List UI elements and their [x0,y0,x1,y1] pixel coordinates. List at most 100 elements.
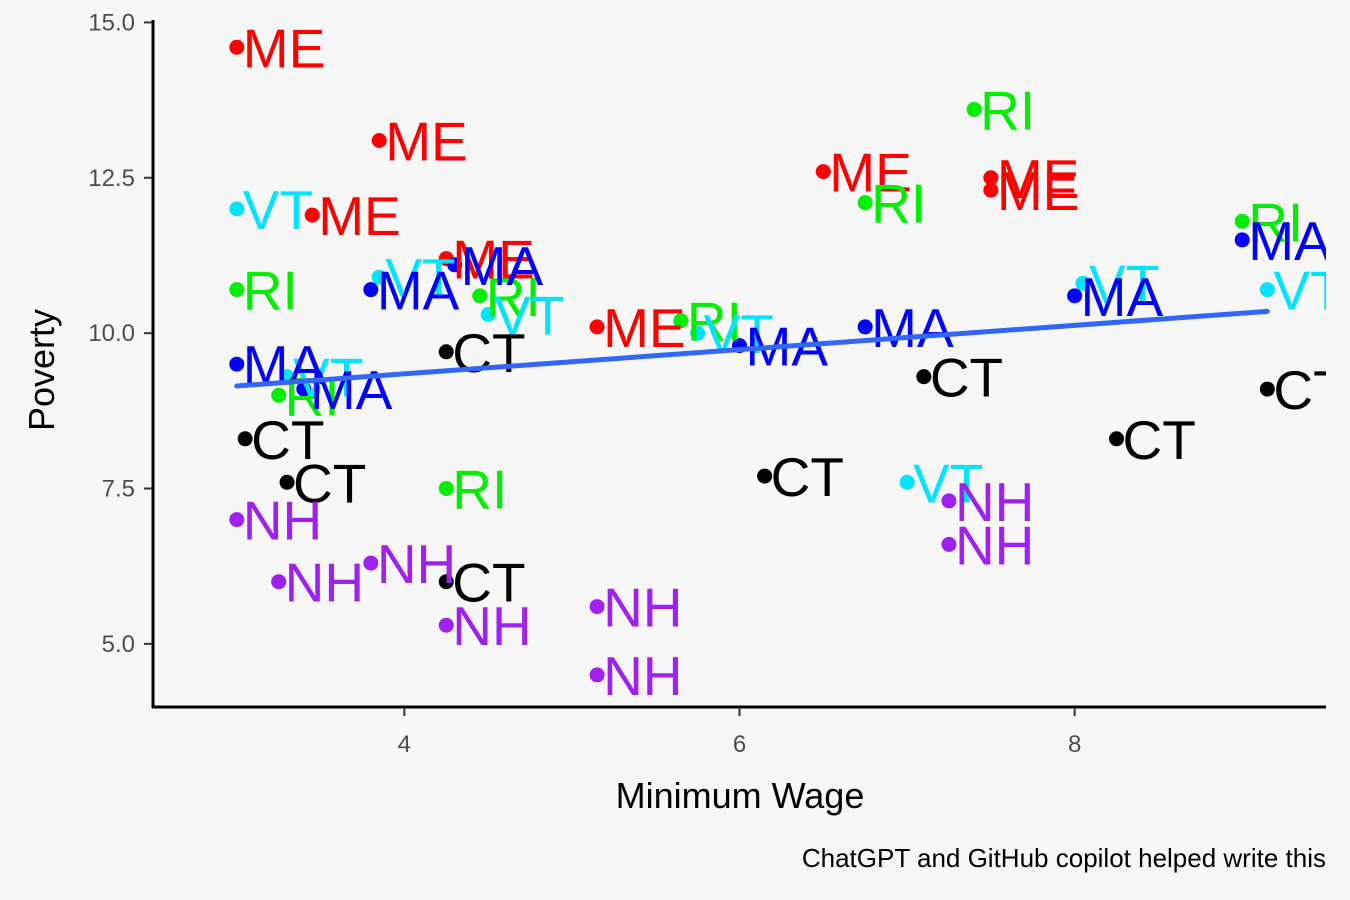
point-label-ri-10: RI [1248,191,1303,253]
point-label-nh-46: NH [955,471,1034,533]
point-label-ri-8: RI [980,79,1035,141]
y-tick-label-2: 10.0 [88,320,135,347]
data-point-me-5 [815,164,831,180]
point-label-vt-19: VT [704,303,774,365]
point-label-nh-41: NH [285,552,364,614]
point-label-vt-22: VT [1273,260,1343,322]
data-point-ct-37 [916,369,932,385]
point-label-ct-33: CT [293,452,366,514]
data-point-ri-10 [1234,213,1250,229]
point-label-ma-31: MA [1248,210,1331,272]
point-label-me-2: ME [318,185,401,247]
data-point-vt-21 [1075,275,1091,291]
data-point-me-7 [983,182,999,198]
point-label-ma-29: MA [871,297,954,359]
point-label-me-4: ME [603,297,686,359]
data-point-ri-13 [673,313,689,329]
data-point-ct-36 [757,468,773,484]
data-point-vt-18 [480,307,496,322]
point-label-ri-9: RI [871,173,926,235]
trend-layer [234,308,1270,389]
point-label-me-6: ME [997,148,1080,210]
data-point-ct-33 [279,474,295,490]
point-label-ct-38: CT [1123,409,1196,471]
data-point-ma-25 [363,282,379,298]
data-point-vt-22 [1259,282,1275,298]
y-axis-title: Poverty [21,309,62,431]
x-tick-label-1: 6 [733,731,746,758]
data-point-ma-24 [229,356,245,372]
data-point-ct-34 [438,344,454,360]
data-point-nh-45 [589,667,605,683]
point-label-ma-25: MA [377,260,460,322]
trend-line [234,308,1270,389]
x-tick-label-2: 8 [1068,731,1081,758]
point-label-nh-43: NH [452,595,531,657]
point-label-vt-21: VT [1089,253,1159,315]
data-point-me-2 [304,207,320,223]
point-label-ri-14: RI [285,365,340,427]
data-point-me-6 [983,170,999,186]
data-point-vt-16 [229,201,245,217]
point-label-ri-12: RI [486,266,541,328]
data-point-me-0 [229,39,245,55]
point-label-ct-37: CT [930,347,1003,409]
point-label-nh-40: NH [243,490,322,552]
data-point-ma-30 [1067,288,1083,304]
data-point-ri-15 [438,481,454,496]
point-label-ct-39: CT [1273,359,1346,421]
point-label-me-7: ME [997,160,1080,222]
data-point-ct-35 [438,574,454,590]
point-label-ma-26: MA [461,235,544,297]
data-point-vt-19 [690,325,706,341]
point-label-ri-11: RI [243,260,298,322]
data-point-ri-9 [857,195,873,211]
point-label-ma-27: MA [310,359,393,421]
data-point-me-4 [589,319,605,335]
point-label-ri-15: RI [452,459,507,521]
x-tick-label-0: 4 [398,731,411,758]
data-point-ri-8 [966,101,982,117]
point-label-ct-35: CT [452,552,525,614]
data-point-ri-14 [271,387,287,403]
point-label-ct-32: CT [251,409,324,471]
data-point-nh-42 [363,555,379,571]
point-label-ct-36: CT [771,446,844,508]
data-point-ct-39 [1259,381,1275,397]
point-label-vt-16: VT [243,179,313,241]
data-point-ri-12 [472,288,488,304]
chart-caption: ChatGPT and GitHub copilot helped write … [802,843,1326,873]
y-tick-label-4: 15.0 [88,9,135,36]
point-label-nh-45: NH [603,645,682,707]
point-label-nh-44: NH [603,577,682,639]
ticks-layer: 4 6 8 5.0 7.5 10.0 12.5 15.0 [88,9,1081,758]
data-point-nh-41 [271,574,287,590]
data-point-nh-43 [438,617,454,633]
data-point-vt-23 [899,474,915,490]
data-point-nh-44 [589,599,605,615]
data-point-nh-40 [229,512,245,528]
data-point-ct-38 [1109,431,1125,447]
data-point-ct-32 [237,431,253,447]
data-point-ma-27 [296,381,312,397]
data-point-ri-11 [229,282,245,298]
point-label-vt-23: VT [913,452,983,514]
y-tick-label-3: 12.5 [88,165,135,192]
point-label-me-3: ME [452,229,535,291]
point-label-ct-34: CT [452,322,525,384]
point-label-me-1: ME [385,111,468,173]
y-tick-label-0: 5.0 [102,631,135,658]
point-label-nh-47: NH [955,514,1034,576]
point-label-ri-13: RI [687,291,742,353]
data-point-vt-17 [371,269,387,285]
point-label-me-0: ME [243,17,325,79]
point-label-vt-17: VT [385,247,455,309]
data-point-ma-29 [857,319,873,335]
data-point-nh-46 [941,493,957,509]
data-point-nh-47 [941,536,957,552]
point-label-nh-42: NH [377,533,456,595]
point-label-vt-18: VT [494,285,564,347]
